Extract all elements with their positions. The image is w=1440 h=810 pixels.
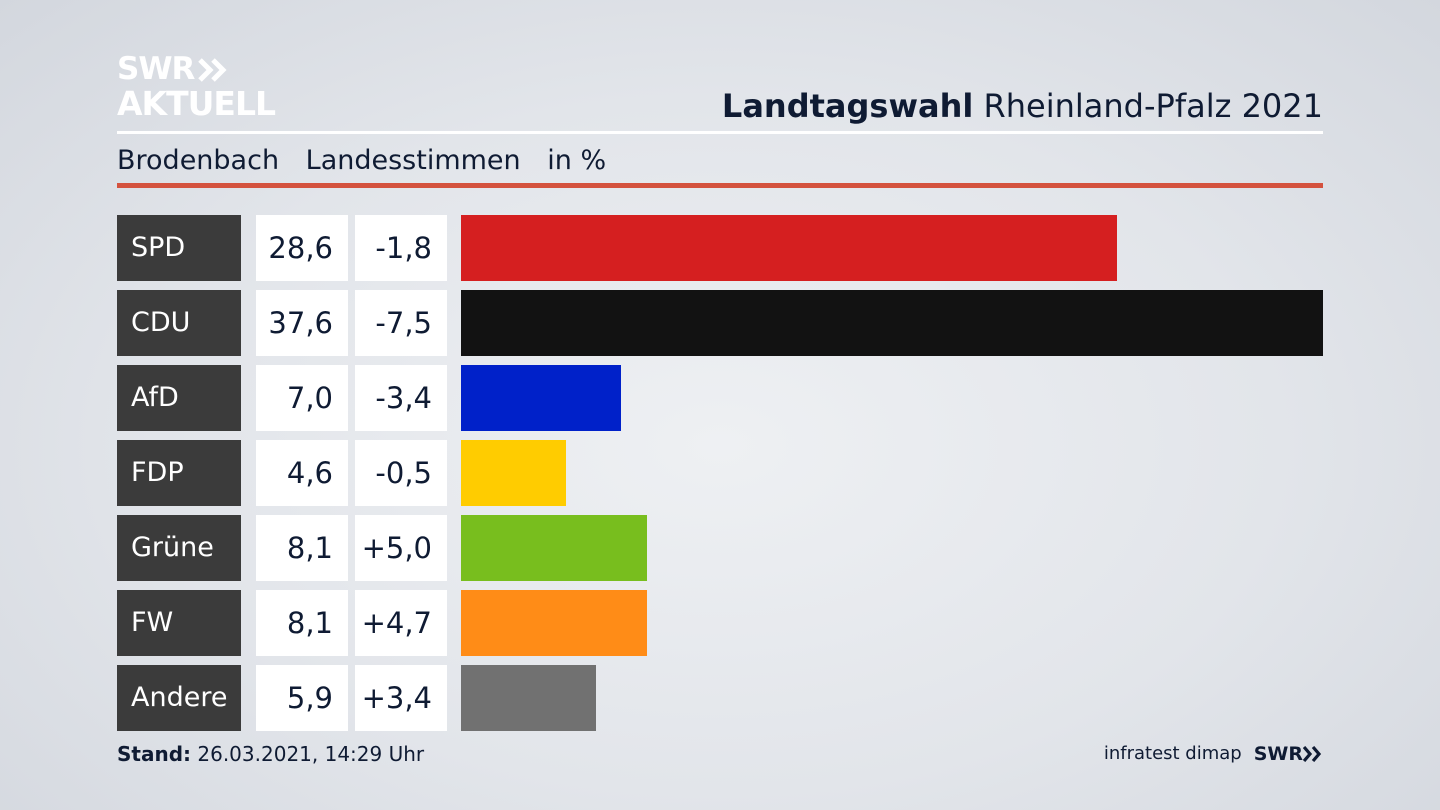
party-label: SPD xyxy=(117,215,241,281)
change-value: -1,8 xyxy=(355,215,447,281)
result-bar xyxy=(461,440,566,506)
party-label: FW xyxy=(117,590,241,656)
party-label: AfD xyxy=(117,365,241,431)
subtitle: Brodenbach Landesstimmen in % xyxy=(117,144,624,178)
party-label: FDP xyxy=(117,440,241,506)
party-label: CDU xyxy=(117,290,241,356)
result-bar xyxy=(461,515,647,581)
subtitle-metric: Landesstimmen xyxy=(305,145,521,176)
page-title: Landtagswahl Rheinland-Pfalz 2021 xyxy=(722,86,1323,126)
change-value: +3,4 xyxy=(355,665,447,731)
result-row: CDU 37,6 -7,5 xyxy=(117,290,1323,356)
swr-brand: SWR xyxy=(1254,740,1323,768)
title-rest: Rheinland-Pfalz 2021 xyxy=(983,87,1323,125)
header-divider xyxy=(117,131,1323,134)
change-value: -7,5 xyxy=(355,290,447,356)
result-row: AfD 7,0 -3,4 xyxy=(117,365,1323,431)
result-row: FW 8,1 +4,7 xyxy=(117,590,1323,656)
source-credit: infratest dimap SWR xyxy=(1104,740,1323,768)
result-row: SPD 28,6 -1,8 xyxy=(117,215,1323,281)
vote-share-value: 37,6 xyxy=(256,290,348,356)
brand-label: SWR xyxy=(1253,743,1303,765)
vote-share-value: 4,6 xyxy=(256,440,348,506)
vote-share-value: 7,0 xyxy=(256,365,348,431)
double-chevron-icon xyxy=(1303,746,1322,762)
title-bold: Landtagswahl xyxy=(721,87,974,125)
result-bar xyxy=(461,365,621,431)
double-chevron-icon xyxy=(198,57,227,82)
vote-share-value: 8,1 xyxy=(256,515,348,581)
timestamp: Stand: 26.03.2021, 14:29 Uhr xyxy=(117,740,424,768)
subtitle-place: Brodenbach xyxy=(117,145,280,176)
result-bar xyxy=(461,215,1117,281)
stand-label: Stand: xyxy=(117,742,192,766)
party-label: Andere xyxy=(117,665,241,731)
logo-line2: AKTUELL xyxy=(117,84,276,123)
logo-line1: SWR xyxy=(117,51,195,87)
change-value: -3,4 xyxy=(355,365,447,431)
result-bar xyxy=(461,665,596,731)
result-row: FDP 4,6 -0,5 xyxy=(117,440,1323,506)
vote-share-value: 5,9 xyxy=(256,665,348,731)
result-row: Grüne 8,1 +5,0 xyxy=(117,515,1323,581)
result-bar xyxy=(461,590,647,656)
source-label: infratest dimap xyxy=(1103,743,1242,764)
result-bar xyxy=(461,290,1323,356)
party-label: Grüne xyxy=(117,515,241,581)
vote-share-value: 28,6 xyxy=(256,215,348,281)
swr-aktuell-logo: SWR AKTUELL xyxy=(117,51,276,123)
subtitle-unit: in % xyxy=(547,145,607,176)
change-value: +5,0 xyxy=(355,515,447,581)
change-value: -0,5 xyxy=(355,440,447,506)
change-value: +4,7 xyxy=(355,590,447,656)
result-row: Andere 5,9 +3,4 xyxy=(117,665,1323,731)
vote-share-value: 8,1 xyxy=(256,590,348,656)
stand-value: 26.03.2021, 14:29 Uhr xyxy=(197,742,425,766)
accent-divider xyxy=(117,183,1323,188)
